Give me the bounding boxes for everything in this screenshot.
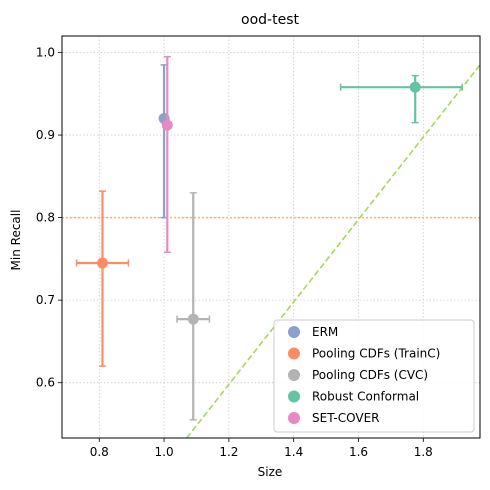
series-group xyxy=(75,55,463,421)
legend-label: ERM xyxy=(312,325,338,339)
legend-label: Pooling CDFs (CVC) xyxy=(312,368,428,382)
legend-marker xyxy=(288,326,300,338)
y-tick-label: 0.8 xyxy=(36,211,55,225)
chart-title: ood-test xyxy=(241,12,299,28)
y-tick-label: 0.6 xyxy=(36,376,55,390)
x-tick-label: 1.4 xyxy=(284,445,303,459)
data-point xyxy=(161,119,173,131)
legend-marker xyxy=(288,347,300,360)
reference-lines xyxy=(62,64,481,439)
y-tick-label: 0.9 xyxy=(36,128,55,142)
legend: ERM Pooling CDFs (TrainC) Pooling CDFs (CV… xyxy=(273,319,475,433)
legend-entry: Pooling CDFs (TrainC) xyxy=(288,347,440,361)
series-pooling-cdfs-trainc xyxy=(75,190,130,367)
data-point xyxy=(187,313,199,325)
y-tick-label: 1.0 xyxy=(36,46,55,60)
y-axis-ticks: 0.6 0.7 0.8 0.9 1.0 xyxy=(36,46,62,390)
legend-marker xyxy=(288,369,300,381)
legend-entry: Robust Conformal xyxy=(288,390,419,404)
x-tick-label: 1.6 xyxy=(349,445,368,459)
plot-frame xyxy=(61,35,481,439)
data-point xyxy=(97,257,109,269)
legend-marker xyxy=(288,390,300,403)
diagonal-reference-line xyxy=(186,64,481,439)
series-pooling-cdfs-cvc xyxy=(176,192,211,421)
y-axis-label: Min Recall xyxy=(9,210,23,271)
legend-entry: ERM xyxy=(288,325,338,339)
y-tick-label: 0.7 xyxy=(36,293,55,307)
series-robust-conformal xyxy=(339,74,463,124)
legend-label: SET-COVER xyxy=(312,411,380,425)
legend-marker xyxy=(288,412,300,424)
legend-entry: Pooling CDFs (CVC) xyxy=(288,368,428,382)
data-point xyxy=(409,81,421,93)
x-tick-label: 1.2 xyxy=(219,445,238,459)
x-axis-ticks: 0.8 1.0 1.2 1.4 1.6 1.8 xyxy=(90,438,433,459)
x-tick-label: 0.8 xyxy=(90,445,109,459)
legend-label: Robust Conformal xyxy=(312,390,419,404)
legend-entry: SET-COVER xyxy=(288,411,380,425)
series-set-cover xyxy=(161,55,173,254)
legend-box xyxy=(273,319,475,433)
x-axis-label: Size xyxy=(258,465,283,479)
x-tick-label: 1.0 xyxy=(155,445,174,459)
legend-label: Pooling CDFs (TrainC) xyxy=(312,347,440,361)
x-tick-label: 1.8 xyxy=(414,445,433,459)
